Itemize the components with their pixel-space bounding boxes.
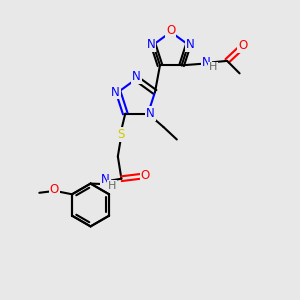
Text: H: H (209, 62, 217, 72)
Text: O: O (141, 169, 150, 182)
Text: S: S (117, 128, 124, 141)
Text: N: N (146, 107, 155, 120)
Text: O: O (166, 24, 176, 37)
Text: N: N (101, 173, 110, 186)
Text: N: N (202, 56, 211, 69)
Text: N: N (146, 38, 155, 51)
Text: N: N (111, 85, 120, 98)
Text: O: O (50, 183, 59, 196)
Text: O: O (238, 39, 248, 52)
Text: H: H (108, 181, 116, 190)
Text: N: N (132, 70, 141, 83)
Text: N: N (186, 38, 195, 51)
